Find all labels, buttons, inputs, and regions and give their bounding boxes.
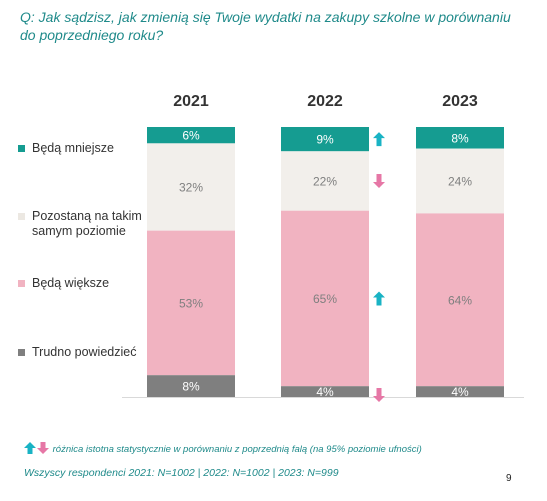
page-number: 9: [506, 473, 512, 484]
data-label: 9%: [316, 133, 334, 147]
arrow-down-icon: [373, 174, 385, 188]
legend-label-hard-to-say: Trudno powiedzieć: [32, 345, 137, 359]
bar-segment: [147, 375, 235, 397]
data-label: 4%: [316, 385, 334, 399]
legend-label-more: Będą większe: [32, 276, 110, 290]
data-label: 6%: [182, 129, 200, 143]
data-label: 32%: [179, 181, 203, 195]
arrow-down-icon: [373, 388, 385, 402]
chart-question: Q: Jak sądzisz, jak zmienią się Twoje wy…: [20, 9, 511, 43]
legend-item-hard-to-say: Trudno powiedzieć: [18, 345, 172, 360]
significance-note: różnica istotna statystycznie w porównan…: [24, 442, 422, 455]
arrow-up-icon: [373, 291, 385, 306]
data-label: 64%: [448, 293, 472, 307]
bar-segment: [416, 213, 504, 387]
bar-segment: [281, 210, 369, 387]
category-label: 2023: [442, 93, 478, 110]
legend-item-less: Będą mniejsze: [18, 141, 172, 156]
legend-label-less: Będą mniejsze: [32, 141, 114, 155]
legend-swatch-less: [18, 145, 25, 152]
bar-segment: [281, 386, 369, 397]
bar-segment: [147, 143, 235, 231]
category-label: 2022: [307, 93, 343, 110]
bar-segment: [416, 127, 504, 149]
bar-segment: [416, 148, 504, 214]
data-label: 65%: [313, 292, 337, 306]
respondents-footer: Wszyscy respondenci 2021: N=1002 | 2022:…: [24, 467, 339, 479]
data-label: 8%: [182, 380, 200, 394]
legend-item-same: Pozostaną na takim samym poziomie: [18, 209, 172, 239]
arrow-up-icon: [373, 132, 385, 147]
bar-segment: [416, 386, 504, 397]
data-label: 22%: [313, 175, 337, 189]
up-down-arrows-icon: [24, 442, 49, 454]
bar-segment: [147, 230, 235, 376]
legend-item-more: Będą większe: [18, 276, 172, 291]
bar-segment: [147, 127, 235, 144]
category-label: 2021: [173, 93, 209, 110]
data-label: 8%: [451, 131, 469, 145]
data-label: 24%: [448, 175, 472, 189]
legend-swatch-hard-to-say: [18, 349, 25, 356]
bar-segment: [281, 127, 369, 152]
legend-swatch-more: [18, 280, 25, 287]
data-label: 4%: [451, 385, 469, 399]
data-label: 53%: [179, 296, 203, 310]
legend-swatch-same: [18, 213, 25, 220]
bar-segment: [281, 151, 369, 211]
legend-label-same: Pozostaną na takim samym poziomie: [32, 209, 142, 238]
significance-note-text: różnica istotna statystycznie w porównan…: [52, 444, 422, 455]
